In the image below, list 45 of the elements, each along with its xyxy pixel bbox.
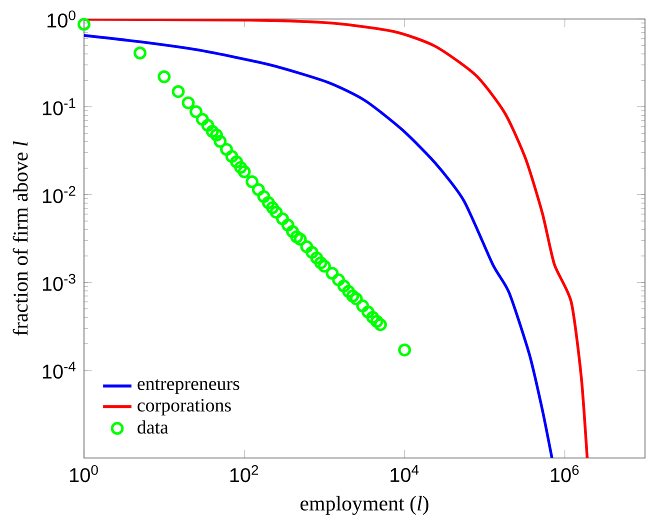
point bbox=[246, 175, 259, 188]
y-tick-label: 10$^{-3}$ bbox=[42, 274, 76, 291]
point bbox=[270, 206, 283, 219]
point bbox=[281, 218, 294, 232]
point bbox=[225, 150, 238, 163]
y-tick-label: 10$^{-4}$ bbox=[42, 362, 76, 379]
point bbox=[326, 266, 339, 280]
point bbox=[306, 246, 318, 259]
point bbox=[201, 118, 214, 132]
point bbox=[190, 105, 203, 118]
point bbox=[196, 112, 209, 126]
point bbox=[332, 273, 346, 286]
x-tick-label: 10$^{6}$ bbox=[550, 465, 579, 482]
point bbox=[356, 299, 370, 312]
point bbox=[234, 160, 248, 174]
point bbox=[290, 230, 304, 244]
point bbox=[310, 251, 324, 264]
x-tick-label: 10$^{4}$ bbox=[390, 465, 419, 482]
x-axis-title: employment (l) bbox=[300, 496, 428, 515]
x-tick-label: 10$^{0}$ bbox=[70, 465, 98, 482]
y-tick-label: 10$^{0}$ bbox=[48, 10, 76, 28]
point bbox=[252, 183, 265, 196]
point bbox=[300, 240, 314, 254]
y-tick-label: 10$^{-2}$ bbox=[42, 186, 76, 204]
point bbox=[342, 284, 356, 298]
legend-label: entrepreneurs bbox=[138, 379, 240, 394]
point bbox=[337, 280, 350, 292]
point bbox=[276, 212, 289, 226]
point bbox=[366, 310, 380, 324]
point bbox=[220, 142, 233, 156]
point bbox=[210, 128, 223, 142]
point bbox=[286, 225, 300, 238]
legend-label: data bbox=[138, 420, 168, 434]
point bbox=[370, 314, 384, 328]
point bbox=[206, 124, 219, 138]
y-tick-label: 10$^{-1}$ bbox=[42, 98, 76, 116]
point bbox=[346, 290, 360, 302]
y-axis-title: fraction of firm above l bbox=[12, 141, 28, 336]
legend-label: corporations bbox=[138, 398, 231, 416]
point bbox=[350, 292, 363, 306]
point bbox=[230, 155, 243, 168]
point bbox=[266, 201, 279, 214]
x-tick-label: 10$^{2}$ bbox=[230, 465, 258, 482]
point bbox=[262, 196, 275, 210]
point bbox=[362, 306, 375, 318]
